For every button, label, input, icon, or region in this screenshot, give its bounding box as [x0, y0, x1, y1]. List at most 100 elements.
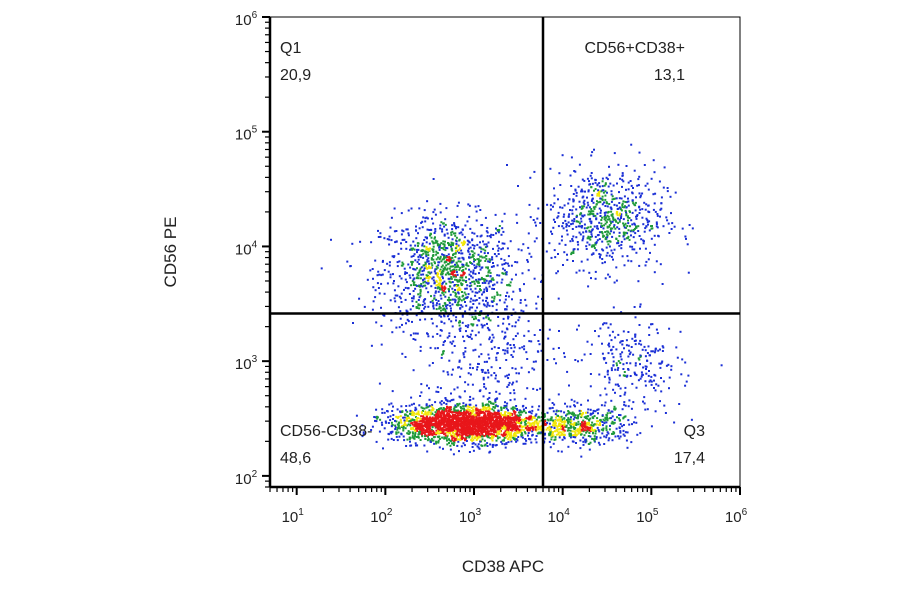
data-point [607, 243, 610, 246]
data-point [589, 428, 592, 431]
data-point [603, 358, 606, 361]
data-point [551, 432, 554, 435]
data-point [624, 205, 626, 208]
data-point [499, 424, 502, 427]
data-point [471, 418, 474, 421]
data-point [611, 420, 614, 423]
data-point [500, 281, 503, 284]
data-point [474, 309, 477, 312]
data-point [445, 260, 448, 263]
data-point [605, 427, 608, 430]
data-point [465, 440, 468, 442]
data-point [399, 317, 402, 320]
data-point [456, 204, 459, 207]
data-point [610, 210, 613, 213]
data-point [580, 260, 583, 263]
data-point [505, 414, 508, 417]
data-point [659, 400, 661, 403]
data-point [462, 420, 465, 423]
data-point [478, 246, 481, 249]
data-point [623, 347, 625, 350]
data-point [445, 403, 448, 405]
data-point [376, 417, 379, 420]
data-point [435, 250, 438, 253]
data-point [423, 444, 426, 447]
data-point [477, 258, 480, 261]
data-point [453, 420, 456, 423]
data-point [411, 419, 414, 422]
data-point [464, 427, 467, 430]
data-point [425, 429, 428, 431]
data-point [608, 417, 611, 420]
data-point [471, 422, 474, 425]
data-point [437, 423, 440, 426]
data-point [440, 353, 443, 356]
data-point [575, 424, 578, 426]
data-point [483, 256, 486, 259]
data-point [448, 290, 450, 293]
data-point [623, 264, 626, 267]
data-point [652, 159, 655, 162]
data-point [660, 207, 663, 210]
data-point [454, 234, 457, 237]
data-point [456, 409, 458, 412]
data-point [607, 185, 610, 188]
data-point [637, 184, 640, 187]
data-point [626, 225, 629, 227]
data-point [566, 258, 569, 261]
data-point [660, 196, 663, 199]
data-point [381, 408, 384, 411]
data-point [606, 236, 609, 239]
data-point [467, 249, 470, 252]
data-point [409, 334, 412, 337]
data-point [400, 421, 403, 424]
data-point [529, 428, 532, 431]
data-point [482, 248, 485, 251]
data-point [435, 432, 438, 435]
data-point [492, 234, 495, 236]
data-point [601, 216, 603, 219]
data-point [405, 241, 408, 243]
data-point [625, 226, 628, 229]
data-point [599, 394, 602, 397]
data-point [469, 270, 472, 273]
data-point [498, 416, 501, 419]
data-point [448, 258, 451, 260]
data-point [546, 421, 549, 424]
data-point [468, 268, 471, 271]
data-point [425, 419, 428, 422]
data-point [569, 418, 572, 421]
data-point [571, 413, 574, 416]
data-point [635, 386, 638, 389]
data-point [618, 206, 621, 209]
data-point [463, 291, 466, 294]
data-point [625, 362, 628, 365]
data-point [418, 269, 421, 272]
data-point [447, 427, 450, 430]
data-point [472, 442, 475, 445]
data-point [511, 418, 514, 421]
data-point [456, 434, 459, 437]
data-point [444, 308, 447, 311]
data-point [396, 423, 399, 426]
data-point [486, 442, 489, 445]
data-point [495, 308, 498, 311]
data-point [438, 248, 441, 251]
data-point [427, 405, 430, 408]
data-point [449, 429, 452, 432]
data-point [463, 236, 466, 239]
data-point [601, 180, 604, 183]
data-point [609, 411, 612, 414]
data-point [466, 411, 469, 414]
data-point [374, 289, 377, 292]
data-point [517, 185, 519, 187]
data-point [493, 433, 495, 436]
data-point [470, 438, 473, 441]
data-point [509, 284, 512, 287]
data-point [418, 423, 421, 426]
data-point [512, 406, 515, 409]
data-point [444, 340, 446, 343]
data-point [639, 377, 642, 380]
data-point [591, 427, 593, 430]
